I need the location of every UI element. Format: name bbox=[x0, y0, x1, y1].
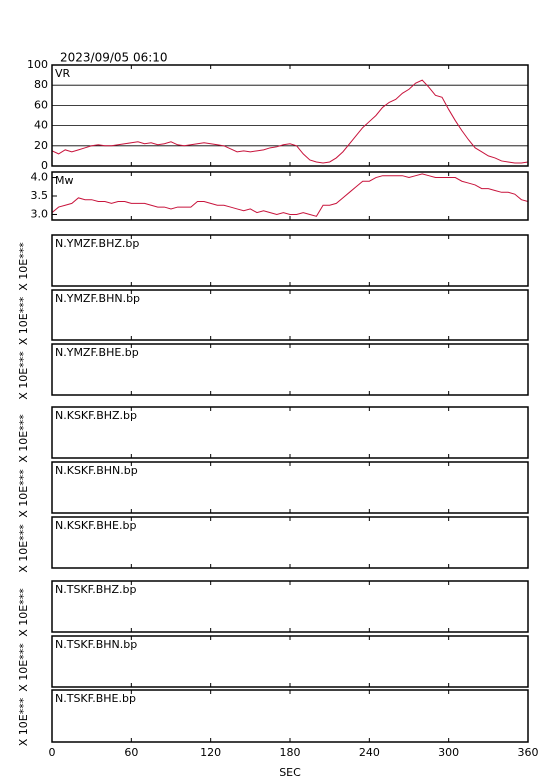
y-tick-label: 100 bbox=[27, 58, 48, 71]
trace-label: N.TSKF.BHZ.bp bbox=[55, 583, 137, 596]
x-tick-label: 0 bbox=[49, 746, 56, 759]
y-tick-label: 3.5 bbox=[31, 189, 49, 202]
panel-label: Mw bbox=[55, 174, 74, 187]
y-axis-label: X 10E*** bbox=[17, 242, 30, 291]
x-tick-label: 120 bbox=[200, 746, 221, 759]
trace-label: N.KSKF.BHN.bp bbox=[55, 464, 138, 477]
x-tick-label: 240 bbox=[359, 746, 380, 759]
y-axis-label: X 10E*** bbox=[17, 697, 30, 746]
y-tick-label: 80 bbox=[34, 78, 48, 91]
data-line bbox=[51, 173, 529, 217]
y-axis-label: X 10E*** bbox=[17, 414, 30, 463]
data-line bbox=[51, 79, 529, 164]
x-tick-label: 60 bbox=[124, 746, 138, 759]
trace-label: N.TSKF.BHE.bp bbox=[55, 692, 136, 705]
x-tick-label: 300 bbox=[438, 746, 459, 759]
x-tick-label: 180 bbox=[280, 746, 301, 759]
y-tick-label: 40 bbox=[34, 119, 48, 132]
y-tick-label: 20 bbox=[34, 139, 48, 152]
y-tick-label: 60 bbox=[34, 98, 48, 111]
panel-frame bbox=[51, 171, 529, 221]
trace-label: N.KSKF.BHZ.bp bbox=[55, 409, 137, 422]
panel-label: VR bbox=[55, 67, 71, 80]
y-tick-label: 0 bbox=[41, 159, 48, 172]
trace-label: N.TSKF.BHN.bp bbox=[55, 638, 137, 651]
y-axis-label: X 10E*** bbox=[17, 643, 30, 692]
y-axis-label: X 10E*** bbox=[17, 469, 30, 518]
y-tick-label: 4.0 bbox=[31, 171, 49, 184]
trace-label: N.YMZF.BHE.bp bbox=[55, 346, 139, 359]
chart-title: 2023/09/05 06:10 bbox=[60, 51, 168, 65]
trace-label: N.YMZF.BHZ.bp bbox=[55, 237, 139, 250]
panel-frame bbox=[51, 64, 529, 167]
trace-label: N.KSKF.BHE.bp bbox=[55, 519, 136, 532]
y-axis-label: X 10E*** bbox=[17, 296, 30, 345]
y-axis-label: X 10E*** bbox=[17, 524, 30, 573]
y-axis-label: X 10E*** bbox=[17, 351, 30, 400]
x-tick-label: 360 bbox=[518, 746, 539, 759]
x-axis-label: SEC bbox=[279, 766, 301, 779]
trace-label: N.YMZF.BHN.bp bbox=[55, 292, 140, 305]
y-tick-label: 3.0 bbox=[31, 207, 49, 220]
y-axis-label: X 10E*** bbox=[17, 588, 30, 637]
